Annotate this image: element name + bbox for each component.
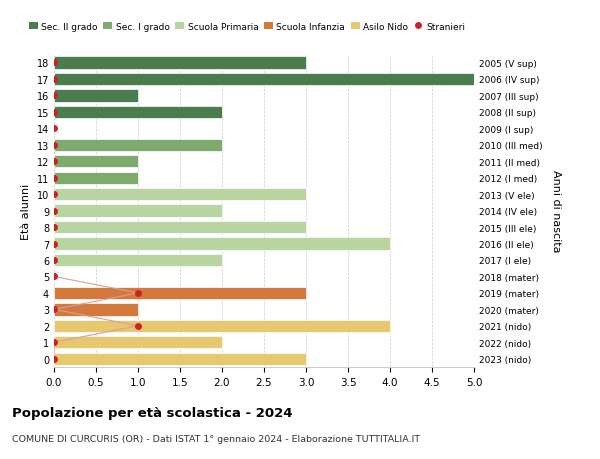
Point	[49, 158, 59, 166]
Point	[49, 125, 59, 133]
Point	[49, 241, 59, 248]
Point	[49, 191, 59, 198]
Point	[49, 306, 59, 313]
Bar	[54, 90, 138, 102]
Bar	[54, 336, 222, 349]
Bar	[54, 238, 390, 250]
Point	[49, 339, 59, 346]
Bar	[54, 205, 222, 217]
Point	[49, 142, 59, 149]
Point	[49, 207, 59, 215]
Point	[49, 257, 59, 264]
Bar	[54, 189, 306, 201]
Bar	[54, 287, 306, 299]
Bar	[54, 303, 138, 316]
Text: COMUNE DI CURCURIS (OR) - Dati ISTAT 1° gennaio 2024 - Elaborazione TUTTITALIA.I: COMUNE DI CURCURIS (OR) - Dati ISTAT 1° …	[12, 434, 420, 443]
Point	[133, 290, 143, 297]
Bar	[54, 353, 306, 365]
Point	[133, 323, 143, 330]
Legend: Sec. II grado, Sec. I grado, Scuola Primaria, Scuola Infanzia, Asilo Nido, Stran: Sec. II grado, Sec. I grado, Scuola Prim…	[25, 19, 469, 35]
Bar	[54, 139, 222, 151]
Bar	[54, 106, 222, 119]
Point	[49, 355, 59, 363]
Point	[49, 109, 59, 116]
Bar	[54, 172, 138, 185]
Point	[49, 92, 59, 100]
Bar	[54, 156, 138, 168]
Bar	[54, 57, 306, 69]
Bar	[54, 254, 222, 267]
Bar	[54, 320, 390, 332]
Y-axis label: Età alunni: Età alunni	[21, 183, 31, 239]
Point	[49, 76, 59, 84]
Bar	[54, 73, 474, 86]
Point	[49, 224, 59, 231]
Point	[49, 273, 59, 280]
Y-axis label: Anni di nascita: Anni di nascita	[551, 170, 561, 252]
Point	[49, 174, 59, 182]
Text: Popolazione per età scolastica - 2024: Popolazione per età scolastica - 2024	[12, 406, 293, 419]
Point	[49, 60, 59, 67]
Bar	[54, 221, 306, 234]
